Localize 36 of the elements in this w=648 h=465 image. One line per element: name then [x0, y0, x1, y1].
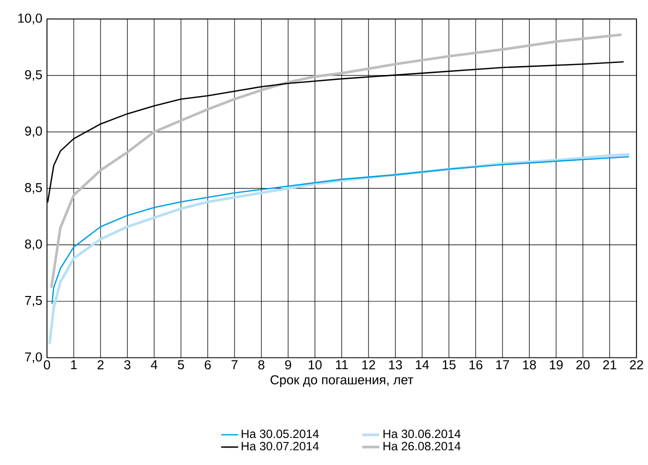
- legend-label: На 30.05.2014: [242, 430, 319, 438]
- y-tick-label: 7,0: [25, 352, 42, 364]
- legend-label: На 26.08.2014: [384, 442, 461, 451]
- x-tick-label: 7: [232, 360, 238, 370]
- x-tick-label: 12: [362, 360, 376, 370]
- legend-label: На 30.07.2014: [242, 442, 319, 451]
- x-tick-label: 3: [124, 360, 130, 370]
- x-tick-label: 6: [204, 360, 211, 370]
- y-tick-label: 8,0: [25, 240, 42, 250]
- x-tick-label: 5: [178, 360, 184, 370]
- y-tick-label: 7,5: [25, 296, 42, 307]
- y-tick-label: 8,5: [25, 183, 42, 194]
- x-tick-label: 22: [630, 360, 644, 370]
- x-tick-label: 20: [576, 360, 590, 370]
- x-tick-label: 16: [470, 360, 482, 370]
- x-tick-label: 14: [416, 360, 429, 370]
- x-tick-label: 19: [550, 360, 563, 370]
- x-tick-label: 13: [389, 360, 402, 370]
- line-series: [50, 34, 622, 288]
- x-tick-label: 18: [523, 360, 536, 370]
- x-tick-label: 4: [150, 360, 158, 370]
- x-tick-label: 9: [285, 360, 292, 370]
- x-tick-label: 11: [336, 360, 348, 370]
- y-tick-label: 9,0: [25, 126, 42, 138]
- x-tick-label: 1: [71, 360, 77, 370]
- x-tick-label: 10: [308, 360, 322, 370]
- legend-label: На 30.06.2014: [384, 430, 461, 438]
- y-tick-label: 10,0: [18, 14, 42, 25]
- x-tick-label: 0: [44, 360, 50, 370]
- x-tick-label: 8: [258, 360, 264, 370]
- x-tick-label: 21: [603, 360, 616, 370]
- x-tick-label: 17: [496, 360, 510, 370]
- y-tick-label: 9,5: [25, 70, 42, 81]
- x-tick-label: 15: [442, 360, 456, 370]
- x-axis-title: Срок до погашения, лет: [270, 375, 414, 388]
- x-tick-label: 2: [98, 360, 104, 370]
